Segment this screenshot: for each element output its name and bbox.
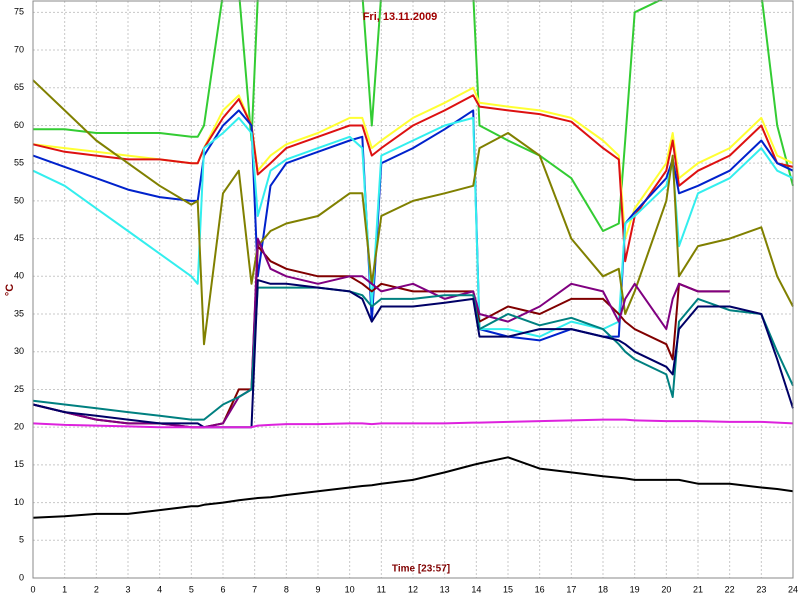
y-tick-label: 45 <box>14 233 24 243</box>
series-line <box>32 279 794 429</box>
x-tick-label: 23 <box>756 584 766 594</box>
x-tick-label: 4 <box>157 584 162 594</box>
x-tick-label: 5 <box>189 584 194 594</box>
x-tick-label: 2 <box>94 584 99 594</box>
y-tick-label: 40 <box>14 271 24 281</box>
x-tick-label: 9 <box>315 584 320 594</box>
x-tick-label: 7 <box>252 584 257 594</box>
series-line <box>32 456 794 519</box>
y-tick-label: 10 <box>14 497 24 507</box>
x-tick-label: 10 <box>345 584 355 594</box>
y-tick-label: 55 <box>14 158 24 168</box>
y-tick-label: 50 <box>14 195 24 205</box>
chart-title: Fri, 13.11.2009 <box>363 11 438 23</box>
x-tick-label: 18 <box>598 584 608 594</box>
x-tick-label: 21 <box>693 584 703 594</box>
x-tick-label: 3 <box>125 584 130 594</box>
y-tick-label: 60 <box>14 120 24 130</box>
series-line <box>32 418 794 429</box>
x-tick-label: 16 <box>535 584 545 594</box>
x-tick-label: 15 <box>503 584 513 594</box>
x-tick-label: 6 <box>220 584 225 594</box>
x-tick-label: 13 <box>440 584 450 594</box>
series-line <box>32 79 794 346</box>
y-tick-label: 20 <box>14 422 24 432</box>
x-tick-label: 20 <box>661 584 671 594</box>
y-tick-label: 75 <box>14 7 24 17</box>
plot-frame <box>32 0 794 579</box>
y-tick-label: 35 <box>14 308 24 318</box>
x-tick-label: 1 <box>62 584 67 594</box>
x-tick-label: 12 <box>408 584 418 594</box>
x-axis-label: Time [23:57] <box>392 564 450 575</box>
x-tick-label: 14 <box>471 584 481 594</box>
x-tick-label: 19 <box>630 584 640 594</box>
y-tick-label: 15 <box>14 459 24 469</box>
x-tick-label: 22 <box>725 584 735 594</box>
series-line <box>33 0 794 232</box>
x-tick-label: 8 <box>284 584 289 594</box>
lines <box>32 0 794 519</box>
x-tick-label: 24 <box>788 584 798 594</box>
x-tick-label: 11 <box>377 584 386 594</box>
y-tick-label: 70 <box>14 44 24 54</box>
y-tick-label: 65 <box>14 82 24 92</box>
y-tick-label: 0 <box>19 572 24 582</box>
y-tick-label: 5 <box>19 535 24 545</box>
x-tick-label: 0 <box>30 584 35 594</box>
y-tick-label: 25 <box>14 384 24 394</box>
series-line <box>32 94 794 263</box>
y-axis-label: °C <box>4 284 16 296</box>
y-tick-label: 30 <box>14 346 24 356</box>
x-tick-label: 17 <box>566 584 576 594</box>
series-line <box>32 286 794 421</box>
